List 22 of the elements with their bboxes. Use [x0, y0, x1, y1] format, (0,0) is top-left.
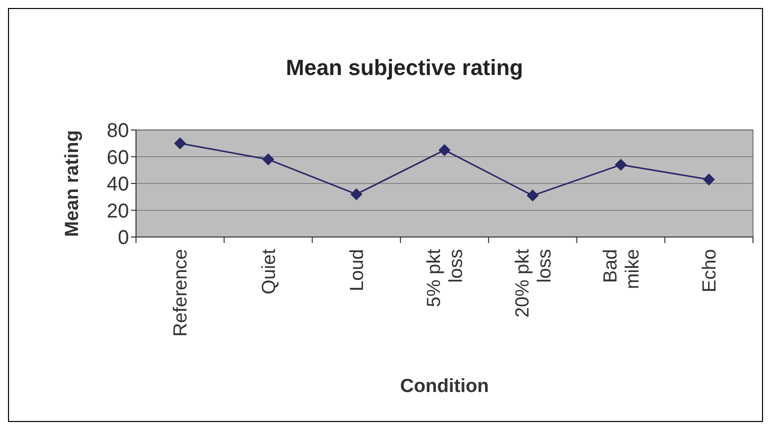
point: [526, 190, 539, 202]
point: [438, 144, 450, 156]
y-tick-label: 60: [106, 146, 129, 169]
x-axis-title: Condition: [400, 376, 489, 397]
point: [702, 173, 715, 186]
y-tick-label: 40: [106, 174, 129, 196]
point: [350, 188, 362, 200]
y-axis-title: Mean rating: [62, 130, 83, 237]
x-tick-label: Quiet: [258, 248, 280, 294]
point: [174, 137, 186, 150]
x-tick-label: Echo: [700, 249, 721, 292]
y-tick-label: 80: [106, 120, 129, 142]
chart-title: Mean subjective rating: [286, 55, 524, 80]
y-tick-label: 20: [106, 200, 129, 222]
x-tick-label: Bad mike: [600, 249, 644, 290]
x-tick-label: 5% pkt loss: [424, 248, 468, 308]
point: [614, 158, 627, 171]
y-tick-label: 0: [118, 227, 129, 249]
x-tick-label: Loud: [347, 249, 368, 292]
x-tick-label: Reference: [170, 249, 192, 337]
point: [262, 153, 274, 166]
x-tick-label: 20% pkt loss: [512, 248, 556, 318]
